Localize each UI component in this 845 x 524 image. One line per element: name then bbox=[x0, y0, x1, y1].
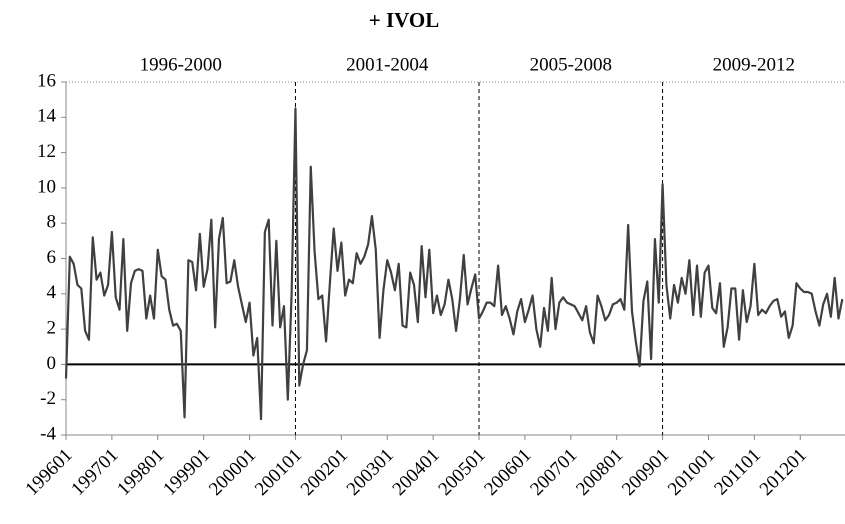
period-label: 2005-2008 bbox=[530, 54, 612, 75]
y-tick-label: 10 bbox=[37, 176, 56, 197]
x-tick-label: 200101 bbox=[251, 445, 306, 500]
x-tick-label: 200301 bbox=[343, 445, 398, 500]
x-tick-label: 200901 bbox=[618, 445, 673, 500]
x-tick-label: 200701 bbox=[526, 445, 581, 500]
y-tick-label: -2 bbox=[40, 388, 56, 409]
x-tick-label: 199901 bbox=[159, 445, 214, 500]
chart-title: + IVOL bbox=[369, 8, 439, 32]
x-tick-label: 200801 bbox=[572, 445, 627, 500]
y-tick-label: -4 bbox=[40, 423, 56, 444]
y-tick-label: 8 bbox=[47, 212, 57, 233]
x-tick-label: 201001 bbox=[664, 445, 719, 500]
period-label: 2001-2004 bbox=[346, 54, 429, 75]
x-tick-label: 199801 bbox=[113, 445, 168, 500]
y-tick-label: 16 bbox=[37, 70, 56, 91]
x-tick-label: 200001 bbox=[205, 445, 260, 500]
x-tick-label: 199701 bbox=[67, 445, 122, 500]
x-tick-label: 200501 bbox=[434, 445, 489, 500]
x-tick-label: 201101 bbox=[710, 445, 765, 500]
y-tick-label: 0 bbox=[47, 353, 57, 374]
y-tick-label: 2 bbox=[47, 317, 57, 338]
period-label: 2009-2012 bbox=[713, 54, 795, 75]
y-tick-label: 14 bbox=[37, 106, 57, 127]
x-tick-label: 200201 bbox=[297, 445, 352, 500]
y-tick-label: 12 bbox=[37, 141, 56, 162]
period-label: 1996-2000 bbox=[140, 54, 222, 75]
x-tick-label: 199601 bbox=[21, 445, 76, 500]
x-tick-label: 200601 bbox=[480, 445, 535, 500]
data-line bbox=[64, 107, 844, 421]
x-tick-label: 200401 bbox=[389, 445, 444, 500]
x-tick-label: 201201 bbox=[756, 445, 811, 500]
y-tick-label: 6 bbox=[47, 247, 57, 268]
y-tick-label: 4 bbox=[47, 282, 57, 303]
